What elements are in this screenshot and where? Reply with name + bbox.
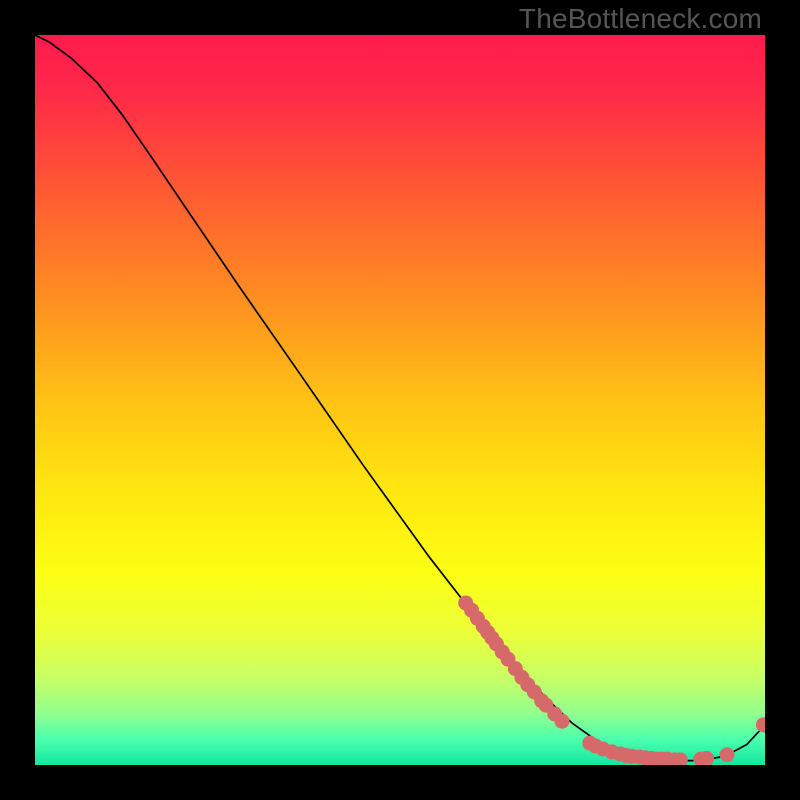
- marker-dot: [757, 718, 765, 732]
- bottleneck-curve: [35, 35, 765, 761]
- watermark-text: TheBottleneck.com: [519, 3, 762, 35]
- chart-svg-overlay: [35, 35, 765, 765]
- marker-dot: [720, 748, 734, 762]
- marker-dot: [673, 753, 687, 765]
- plot-area: [35, 35, 765, 765]
- marker-dot: [700, 751, 714, 765]
- marker-dot: [555, 714, 569, 728]
- chart-stage: TheBottleneck.com: [0, 0, 800, 800]
- marker-dots: [459, 596, 765, 765]
